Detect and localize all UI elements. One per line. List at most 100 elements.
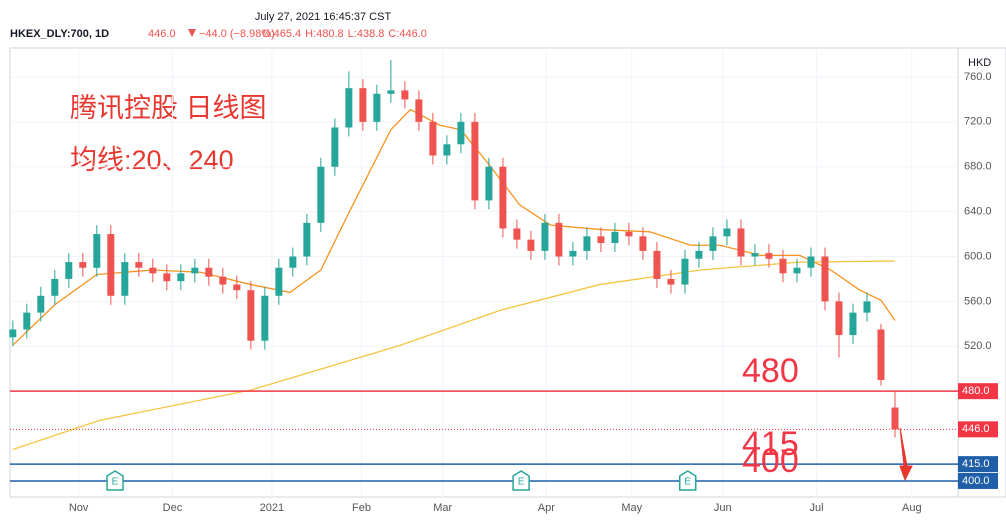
candle-body: [401, 90, 409, 100]
candle-body: [807, 256, 815, 268]
candle-body: [23, 312, 31, 330]
earnings-marker: [512, 470, 530, 491]
y-tick-label: 640.0: [964, 206, 992, 218]
candle-body: [373, 93, 381, 122]
price-tag-label: 415.0: [962, 458, 990, 470]
price-tag-label: 480.0: [962, 385, 990, 397]
candle-body: [387, 90, 395, 94]
candle-body: [121, 262, 129, 296]
candle-body: [107, 234, 115, 296]
candle-body: [821, 256, 829, 302]
candle-body: [317, 166, 325, 223]
ohlc-value: L:438.8: [348, 28, 385, 40]
candle-body: [415, 99, 423, 122]
y-tick-label: 720.0: [964, 116, 992, 128]
candle-body: [555, 222, 563, 257]
candle-body: [205, 267, 213, 277]
red-arrow: [899, 427, 913, 482]
plot: [9, 48, 958, 497]
candle-body: [583, 236, 591, 251]
y-tick-label: 560.0: [964, 295, 992, 307]
candle-body: [219, 276, 227, 285]
x-tick-label: May: [621, 502, 642, 514]
candle-body: [429, 121, 437, 156]
candle-body: [779, 258, 787, 274]
x-tick-label: Nov: [69, 502, 89, 514]
y-tick-label: 520.0: [964, 340, 992, 352]
x-tick-label: Jun: [714, 502, 732, 514]
y-tick-label: 760.0: [964, 71, 992, 83]
candle-body: [849, 312, 857, 336]
candle-body: [191, 267, 199, 274]
frame: [9, 47, 1006, 498]
x-tick-label: Apr: [538, 502, 555, 514]
candle-body: [541, 222, 549, 251]
candle-body: [163, 273, 171, 282]
price-tag: [958, 383, 998, 400]
candle-body: [359, 88, 367, 122]
candle-body: [135, 262, 143, 268]
x-tick-label: Jul: [810, 502, 824, 514]
candle-body: [597, 236, 605, 244]
candle-body: [877, 329, 885, 380]
candle-body: [611, 231, 619, 244]
candle-body: [65, 262, 73, 279]
level-note: 480: [742, 352, 799, 390]
candle-body: [177, 273, 185, 282]
candle-body: [51, 278, 59, 296]
candle-body: [667, 278, 675, 285]
down-arrow: [188, 29, 196, 37]
x-tick-label: Aug: [902, 502, 922, 514]
ohlc-value: C:446.0: [388, 28, 427, 40]
candle-body: [709, 236, 717, 251]
annotation: 均线:20、240: [70, 145, 234, 175]
candle-body: [653, 250, 661, 279]
candle-body: [93, 234, 101, 268]
change: −44.0 (−8.98%): [199, 28, 275, 40]
price-tag: [958, 421, 998, 438]
candle-body: [737, 228, 745, 257]
level-note: 400: [742, 442, 799, 480]
candle-body: [695, 250, 703, 259]
last: 446.0: [148, 28, 176, 40]
x-tick-label: Mar: [433, 502, 452, 514]
candle-body: [681, 258, 689, 285]
ohlc-value: O:465.4: [262, 28, 301, 40]
annotation: 腾讯控股 日线图: [70, 93, 267, 123]
price-tag-label: 446.0: [962, 423, 990, 435]
earnings-label: E: [518, 477, 525, 488]
candle-body: [261, 295, 269, 341]
candle-body: [793, 267, 801, 274]
price-tag: [958, 456, 998, 473]
ma-line: [12, 260, 895, 451]
header-time: July 27, 2021 16:45:37 CST: [255, 11, 392, 23]
candle-body: [723, 228, 731, 237]
candle-body: [233, 284, 241, 291]
candle-body: [863, 301, 871, 313]
candle-body: [289, 256, 297, 268]
price-tag-label: 400.0: [962, 475, 990, 487]
earnings-marker: [106, 470, 124, 491]
candle-body: [471, 121, 479, 201]
ohlc: O:465.4 H:480.8 L:438.8 C:446.0: [262, 28, 427, 40]
price-tag: [958, 472, 998, 489]
candle-body: [499, 166, 507, 229]
y-tick-label: 680.0: [964, 161, 992, 173]
candle-body: [345, 88, 353, 128]
candle-body: [639, 236, 647, 251]
candle-body: [247, 290, 255, 341]
candle-body: [835, 301, 843, 336]
candle-body: [457, 121, 465, 145]
candle-body: [149, 267, 157, 274]
candle-body: [37, 295, 45, 313]
candle-body: [625, 231, 633, 237]
symbol: HKEX_DLY:700, 1D: [10, 28, 109, 40]
candle-body: [9, 329, 17, 338]
x-tick-label: Feb: [352, 502, 371, 514]
currency: HKD: [968, 57, 991, 69]
candle-body: [331, 127, 339, 167]
y-tick-label: 600.0: [964, 250, 992, 262]
candle-body: [751, 253, 759, 257]
candle-body: [303, 222, 311, 257]
